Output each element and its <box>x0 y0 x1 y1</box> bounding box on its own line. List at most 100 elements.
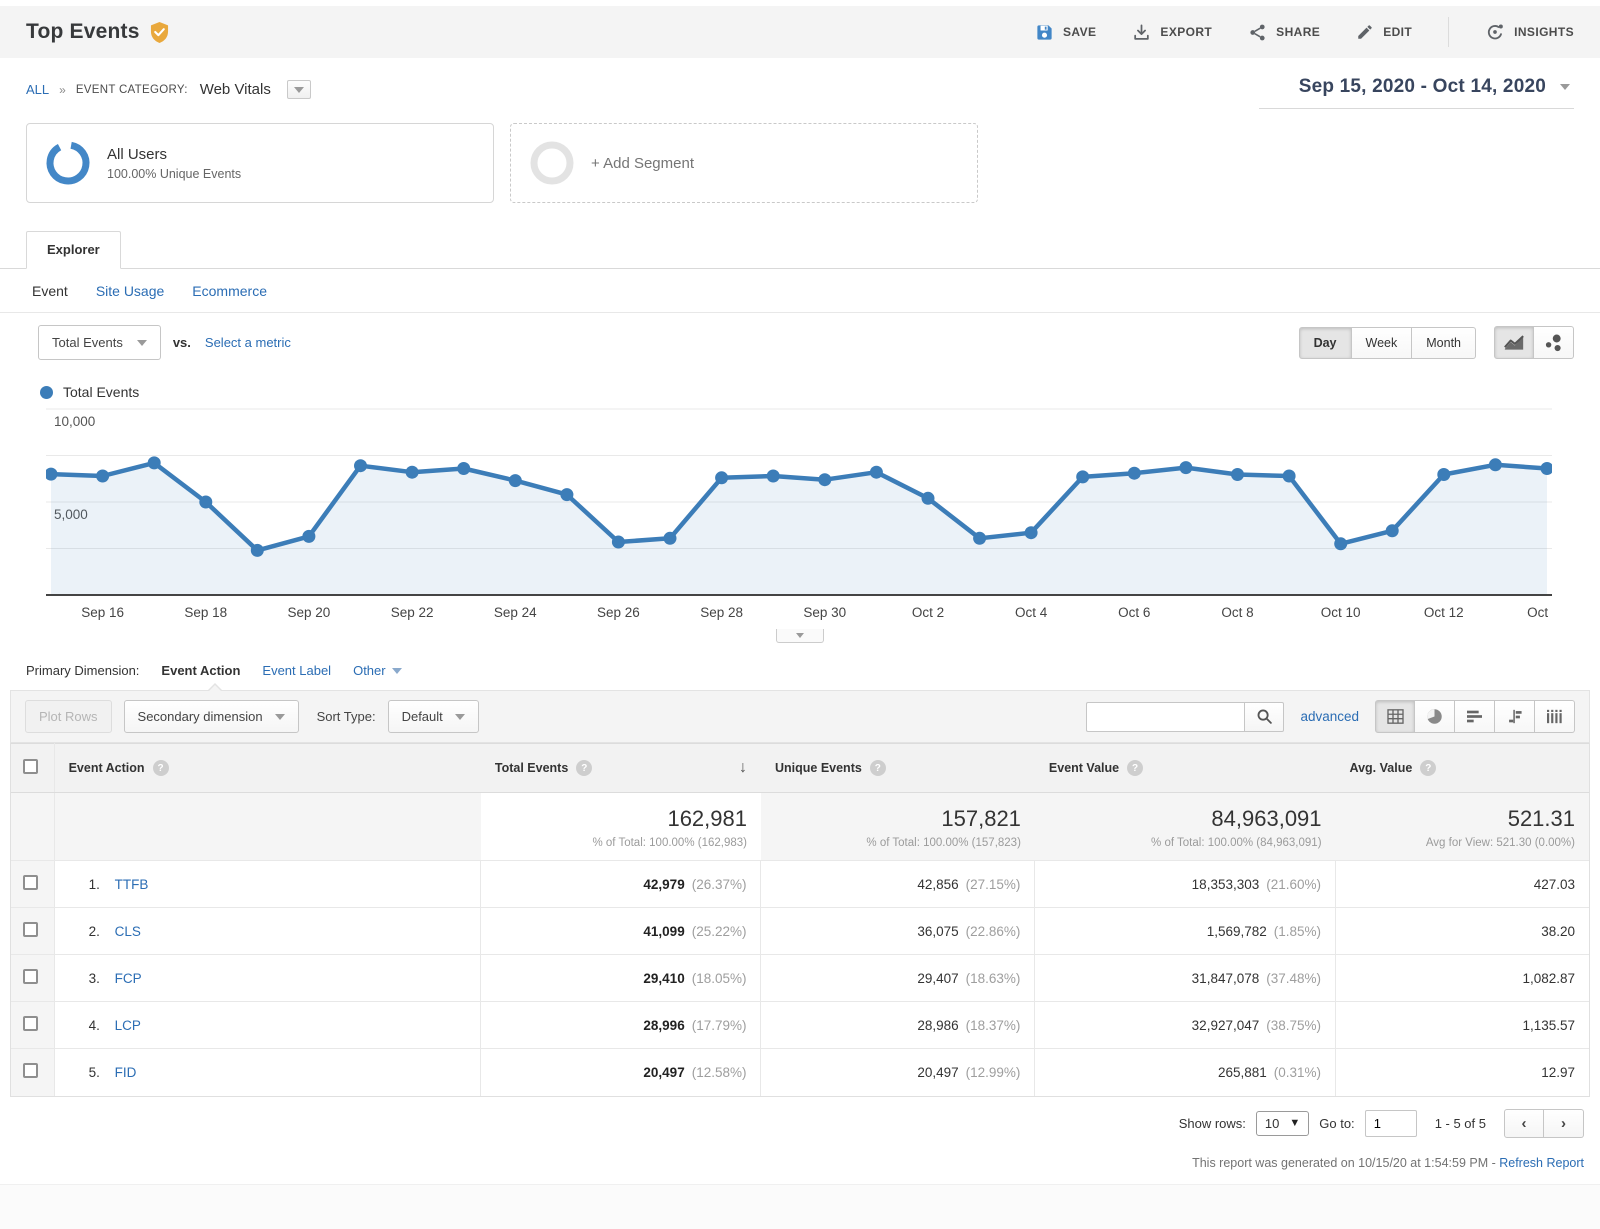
share-icon <box>1248 23 1267 42</box>
event-action-link[interactable]: TTFB <box>114 876 149 892</box>
show-rows-select[interactable]: 10 ▼ <box>1255 1110 1310 1136</box>
save-button[interactable]: SAVE <box>1035 23 1096 42</box>
event-action-link[interactable]: CLS <box>114 923 141 939</box>
search-icon <box>1257 709 1272 724</box>
granularity-day-button[interactable]: Day <box>1298 326 1352 359</box>
advanced-link[interactable]: advanced <box>1300 709 1359 724</box>
row-rank: 3. <box>88 970 100 986</box>
line-chart-button[interactable] <box>1494 326 1534 359</box>
subtab-site-usage[interactable]: Site Usage <box>95 283 165 299</box>
col-avg-value[interactable]: Avg. Value? <box>1335 743 1589 793</box>
segment-all-users[interactable]: All Users 100.00% Unique Events <box>26 123 494 203</box>
event-action-cell: 3. FCP <box>54 954 481 1002</box>
segment-title: All Users <box>107 145 168 163</box>
share-button[interactable]: SHARE <box>1248 23 1320 42</box>
chevron-down-icon <box>796 633 804 638</box>
chart-expander-button[interactable] <box>776 629 824 643</box>
avg-value-cell: 1,135.57 <box>1335 1001 1589 1049</box>
segment-text: All Users 100.00% Unique Events <box>107 146 241 181</box>
primary-dimension-label: Primary Dimension: <box>26 663 140 678</box>
report-note: This report was generated on 10/15/20 at… <box>0 1146 1600 1170</box>
row-checkbox-cell <box>11 1048 55 1096</box>
select-metric-link[interactable]: Select a metric <box>204 335 291 350</box>
motion-chart-button[interactable] <box>1534 326 1574 359</box>
svg-text:Oct 12: Oct 12 <box>1424 605 1464 620</box>
row-rank: 1. <box>88 876 100 892</box>
event-category-value: Web Vitals <box>199 81 271 98</box>
plot-rows-button[interactable]: Plot Rows <box>25 700 112 733</box>
sort-type-value: Default <box>401 709 443 724</box>
dimension-other[interactable]: Other <box>353 663 402 678</box>
page-title: Top Events <box>26 20 140 43</box>
total-events-chart[interactable]: 10,000 5,000 Sep 16 Sep 18 Sep 20 Sep 22 Sep 2… <box>44 406 1567 622</box>
totals-row: 162,981 % of Total: 100.00% (162,983) 15… <box>11 792 1589 861</box>
col-total-events[interactable]: Total Events? ↓ <box>480 743 761 793</box>
category-dropdown-button[interactable] <box>286 80 311 99</box>
row-checkbox[interactable] <box>23 1016 38 1031</box>
add-segment-button[interactable]: + Add Segment <box>510 123 978 203</box>
metric-selector[interactable]: Total Events <box>38 325 161 360</box>
date-range-text: Sep 15, 2020 - Oct 14, 2020 <box>1298 76 1546 97</box>
tab-explorer[interactable]: Explorer <box>26 231 121 269</box>
subtab-ecommerce[interactable]: Ecommerce <box>192 283 267 299</box>
prev-page-button[interactable]: ‹ <box>1504 1108 1544 1138</box>
goto-page-input[interactable] <box>1364 1109 1417 1137</box>
export-button[interactable]: EXPORT <box>1132 23 1212 42</box>
select-all-checkbox[interactable] <box>23 759 38 774</box>
col-event-value[interactable]: Event Value? <box>1034 743 1336 793</box>
svg-text:Oct 14: Oct 14 <box>1527 605 1552 620</box>
totals-total-events: 162,981 % of Total: 100.00% (162,983) <box>480 792 761 861</box>
event-action-link[interactable]: LCP <box>114 1017 141 1033</box>
col-avg-value-label: Avg. Value <box>1349 761 1413 775</box>
table-view-icon[interactable] <box>1375 700 1415 733</box>
unique-events-cell: 36,075 (22.86%) <box>760 907 1035 955</box>
sort-type-button[interactable]: Default <box>387 700 479 733</box>
row-checkbox-cell <box>11 1001 55 1049</box>
totals-unique-events: 157,821 % of Total: 100.00% (157,823) <box>760 792 1035 861</box>
svg-text:Oct 10: Oct 10 <box>1321 605 1361 620</box>
search-button[interactable] <box>1244 701 1285 732</box>
event-action-link[interactable]: FCP <box>114 970 142 986</box>
granularity-week-button[interactable]: Week <box>1351 326 1413 359</box>
refresh-report-link[interactable]: Refresh Report <box>1499 1155 1584 1170</box>
pagination: ‹ › <box>1504 1108 1584 1138</box>
percent-view-icon[interactable] <box>1415 700 1455 733</box>
search-input[interactable] <box>1086 701 1245 732</box>
event-action-link[interactable]: FID <box>114 1064 137 1080</box>
granularity-month-button[interactable]: Month <box>1412 326 1476 359</box>
insights-button[interactable]: INSIGHTS <box>1485 22 1574 42</box>
dimension-event-label[interactable]: Event Label <box>262 663 332 678</box>
edit-label: EDIT <box>1383 25 1413 39</box>
row-checkbox[interactable] <box>23 922 38 937</box>
total-events-cell: 41,099 (25.22%) <box>480 907 761 955</box>
help-icon[interactable]: ? <box>576 760 593 776</box>
breadcrumb-all-link[interactable]: ALL <box>26 82 50 97</box>
table-row: 1. TTFB 42,979 (26.37%) 42,856 (27.15%) 18,… <box>11 860 1589 908</box>
next-page-button[interactable]: › <box>1544 1108 1584 1138</box>
chevron-down-icon: ▼ <box>1289 1117 1301 1129</box>
col-unique-events[interactable]: Unique Events? <box>760 743 1035 793</box>
pivot-view-icon[interactable] <box>1535 700 1575 733</box>
totals-event-value-value: 84,963,091 <box>1211 806 1322 831</box>
row-checkbox-cell <box>11 907 55 955</box>
comparison-view-icon[interactable] <box>1495 700 1535 733</box>
help-icon[interactable]: ? <box>152 760 169 776</box>
row-checkbox[interactable] <box>23 1063 38 1079</box>
edit-button[interactable]: EDIT <box>1356 23 1412 41</box>
date-range-selector[interactable]: Sep 15, 2020 - Oct 14, 2020 <box>1258 74 1574 109</box>
totals-checkbox-cell <box>11 792 55 861</box>
help-icon[interactable]: ? <box>1420 760 1437 776</box>
col-event-action[interactable]: Event Action? <box>54 743 481 793</box>
row-checkbox[interactable] <box>23 875 38 890</box>
metric-bar: Total Events vs. Select a metric Day Wee… <box>0 313 1600 368</box>
help-icon[interactable]: ? <box>869 760 886 776</box>
subtab-event[interactable]: Event <box>32 283 68 299</box>
performance-view-icon[interactable] <box>1455 700 1495 733</box>
col-event-value-label: Event Value <box>1048 761 1120 775</box>
secondary-dimension-button[interactable]: Secondary dimension <box>123 700 299 733</box>
help-icon[interactable]: ? <box>1127 760 1144 776</box>
row-rank: 5. <box>88 1064 100 1080</box>
dimension-event-action[interactable]: Event Action <box>161 663 241 678</box>
row-checkbox-cell <box>11 954 55 1002</box>
row-checkbox[interactable] <box>23 969 38 984</box>
